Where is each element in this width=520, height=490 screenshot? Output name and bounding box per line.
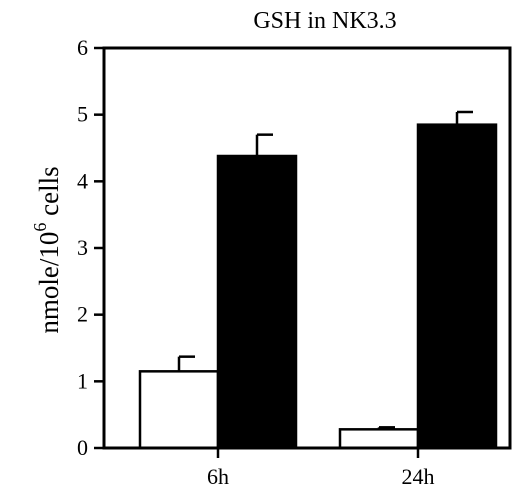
x-tick-label: 24h [402,464,435,489]
y-tick-label: 0 [77,435,88,460]
bars-group [138,110,498,450]
bar [216,154,298,450]
y-tick-label: 3 [77,235,88,260]
plot-frame [102,46,512,450]
x-tick-label: 6h [207,464,229,489]
y-tick-label: 6 [77,35,88,60]
y-axis-label: nmole/106 cells [30,166,64,333]
y-axis-ticks: 0 1 2 3 4 5 6 [77,35,104,460]
y-tick-label: 4 [77,168,88,193]
x-axis-ticks: 6h 24h [207,448,435,489]
bar [138,370,220,450]
y-tick-label: 1 [77,368,88,393]
y-tick-label: 5 [77,102,88,127]
y-tick-label: 2 [77,302,88,327]
chart-title: GSH in NK3.3 [253,8,396,34]
y-axis-label-superscript: 6 [30,223,50,232]
bar [338,428,420,450]
y-axis-label-suffix: cells [34,166,64,222]
y-axis-label-prefix: nmole/10 [34,232,64,334]
bar [416,123,498,450]
